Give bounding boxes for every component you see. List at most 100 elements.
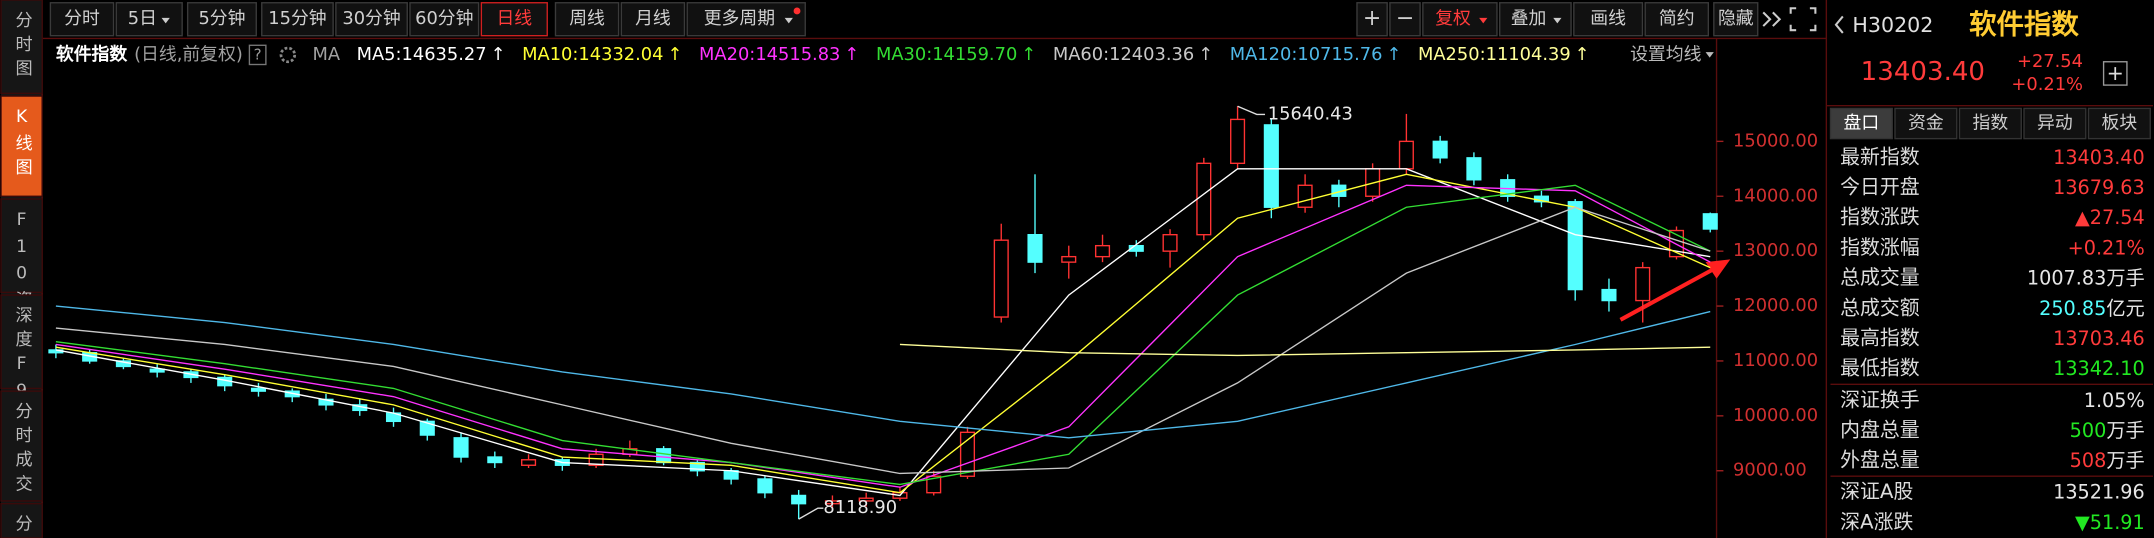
tab-bg[interactable] (2023, 107, 2087, 140)
button-bg[interactable] (1356, 2, 1388, 37)
candle-body (1466, 157, 1482, 181)
tool-label[interactable]: − (1396, 6, 1414, 31)
period-label[interactable]: 更多周期 (704, 8, 775, 29)
button-bg[interactable] (1573, 2, 1644, 37)
period-button[interactable]: 60分钟 (409, 2, 480, 37)
sidebar-label[interactable]: 深度F9 (12, 306, 33, 408)
tool-button[interactable]: 画线 (1573, 2, 1644, 37)
period-label[interactable]: 5分钟 (198, 8, 245, 29)
tab-bg[interactable] (1894, 107, 1958, 140)
sidebar-tab[interactable] (0, 198, 43, 294)
legend-name: MA20: (699, 44, 755, 65)
tab-label[interactable]: 盘口 (1844, 113, 1880, 134)
button-bg[interactable] (186, 2, 257, 37)
candle-body (1162, 234, 1178, 252)
button-bg[interactable] (261, 2, 334, 37)
period-button[interactable]: 周线 (554, 2, 620, 37)
candle-body (656, 448, 672, 464)
period-label[interactable]: 15分钟 (268, 8, 326, 29)
sidebar-tab[interactable] (0, 390, 43, 502)
period-button[interactable]: 30分钟 (335, 2, 408, 37)
tool-label[interactable]: 叠加 (1511, 8, 1547, 29)
help-icon[interactable]: ? (254, 45, 262, 63)
period-button[interactable]: 5分钟 (186, 2, 257, 37)
sidebar-label[interactable]: 分 (12, 515, 33, 538)
tab-label[interactable]: 指数 (1973, 113, 2009, 134)
tool-button[interactable]: 叠加 (1499, 2, 1572, 37)
legend-trend: ↑ (1021, 44, 1036, 65)
candle-body (588, 453, 604, 466)
tool-label[interactable]: 画线 (1590, 8, 1626, 29)
sidebar-item[interactable]: 分时图 (0, 0, 43, 95)
tab-label[interactable]: 异动 (2037, 113, 2073, 134)
back-icon[interactable] (1834, 15, 1844, 34)
tab-bg[interactable] (1829, 107, 1893, 140)
button-bg[interactable] (686, 2, 806, 37)
button-bg[interactable] (554, 2, 620, 37)
period-button[interactable]: 日线 (480, 2, 548, 37)
candle-body (1601, 288, 1617, 302)
period-label[interactable]: 月线 (635, 8, 671, 29)
sidebar-label[interactable]: 分时成交 (12, 402, 33, 498)
period-label[interactable]: 5日 (128, 8, 157, 29)
period-button[interactable]: 15分钟 (261, 2, 334, 37)
period-button[interactable]: 月线 (620, 2, 686, 37)
tool-label[interactable]: + (1363, 6, 1381, 31)
period-button[interactable]: 5日 (115, 2, 183, 37)
unit: 亿元 (2106, 296, 2144, 319)
sidebar-tab[interactable] (0, 95, 43, 197)
tab-bg[interactable] (1958, 107, 2022, 140)
button-bg[interactable] (620, 2, 686, 37)
tab-label[interactable]: 资金 (1908, 113, 1944, 134)
row-value: +0.21% (2068, 236, 2145, 259)
button-bg[interactable] (1644, 2, 1710, 37)
y-tick-label: 10000.00 (1733, 405, 1818, 426)
tool-label[interactable]: 简约 (1659, 8, 1695, 29)
tool-button[interactable]: 复权 (1422, 2, 1498, 37)
button-bg[interactable] (335, 2, 408, 37)
sidebar-item[interactable]: 分时成交 (0, 390, 43, 502)
period-label[interactable]: 30分钟 (342, 8, 400, 29)
sidebar-tab[interactable] (0, 0, 43, 95)
help-box[interactable] (248, 44, 267, 66)
settings-label[interactable]: 设置均线 (1630, 44, 1701, 65)
tab-label[interactable]: 板块 (2102, 113, 2138, 134)
candle (1702, 212, 1718, 233)
button-bg[interactable] (115, 2, 183, 37)
quote-change-pct: +0.21% (2011, 74, 2083, 95)
tab-bg[interactable] (2087, 107, 2151, 140)
sidebar-item[interactable]: K线图 (0, 95, 43, 197)
tool-button[interactable]: + (1356, 2, 1388, 37)
value: 13703.46 (2053, 326, 2145, 349)
sidebar-label[interactable]: 分时图 (12, 11, 33, 83)
tool-button[interactable]: 隐藏 (1713, 2, 1759, 37)
tool-label[interactable]: 复权 (1435, 8, 1471, 29)
tool-button[interactable]: − (1389, 2, 1421, 37)
period-label[interactable]: 日线 (496, 8, 532, 29)
period-button[interactable]: 分时 (49, 2, 115, 37)
period-button[interactable]: 更多周期 (686, 2, 806, 37)
tool-button[interactable]: 简约 (1644, 2, 1710, 37)
button-bg[interactable] (49, 2, 115, 37)
period-label[interactable]: 60分钟 (415, 8, 473, 29)
value: +0.21% (2068, 236, 2145, 259)
sidebar-label[interactable]: K线图 (12, 107, 33, 182)
button-bg[interactable] (1389, 2, 1421, 37)
period-label[interactable]: 周线 (569, 8, 605, 29)
sidebar-tab[interactable] (0, 503, 43, 538)
sidebar-tab[interactable] (0, 294, 43, 390)
tool-label[interactable]: 隐藏 (1718, 8, 1754, 29)
button-bg[interactable] (480, 2, 548, 37)
candle (1196, 157, 1212, 241)
fullscreen-icon[interactable] (1789, 7, 1817, 32)
button-bg[interactable] (1713, 2, 1759, 37)
period-label[interactable]: 分时 (64, 8, 100, 29)
candle (926, 470, 942, 496)
add-button[interactable]: + (2107, 61, 2124, 85)
add-box[interactable] (2102, 61, 2128, 86)
gear-icon[interactable] (279, 46, 297, 64)
button-bg[interactable] (409, 2, 480, 37)
expand-icon[interactable] (1762, 11, 1782, 27)
sidebar-item[interactable]: 分 (0, 503, 43, 538)
sidebar-item[interactable]: 深度F9 (0, 294, 43, 408)
